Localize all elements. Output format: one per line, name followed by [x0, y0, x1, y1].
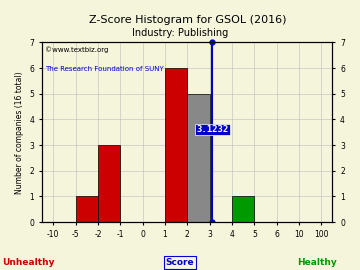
Text: ©www.textbiz.org: ©www.textbiz.org [45, 46, 108, 53]
Y-axis label: Number of companies (16 total): Number of companies (16 total) [15, 71, 24, 194]
Bar [187, 94, 210, 222]
Bar [165, 68, 187, 222]
Text: Unhealthy: Unhealthy [3, 258, 55, 267]
Text: The Research Foundation of SUNY: The Research Foundation of SUNY [45, 66, 164, 72]
Bar [98, 145, 120, 222]
Text: Healthy: Healthy [297, 258, 337, 267]
Bar [232, 197, 254, 222]
Text: 3.1232: 3.1232 [196, 125, 229, 134]
Text: Industry: Publishing: Industry: Publishing [132, 28, 228, 38]
Bar [76, 197, 98, 222]
Title: Z-Score Histogram for GSOL (2016): Z-Score Histogram for GSOL (2016) [89, 15, 286, 25]
Text: Score: Score [166, 258, 194, 267]
